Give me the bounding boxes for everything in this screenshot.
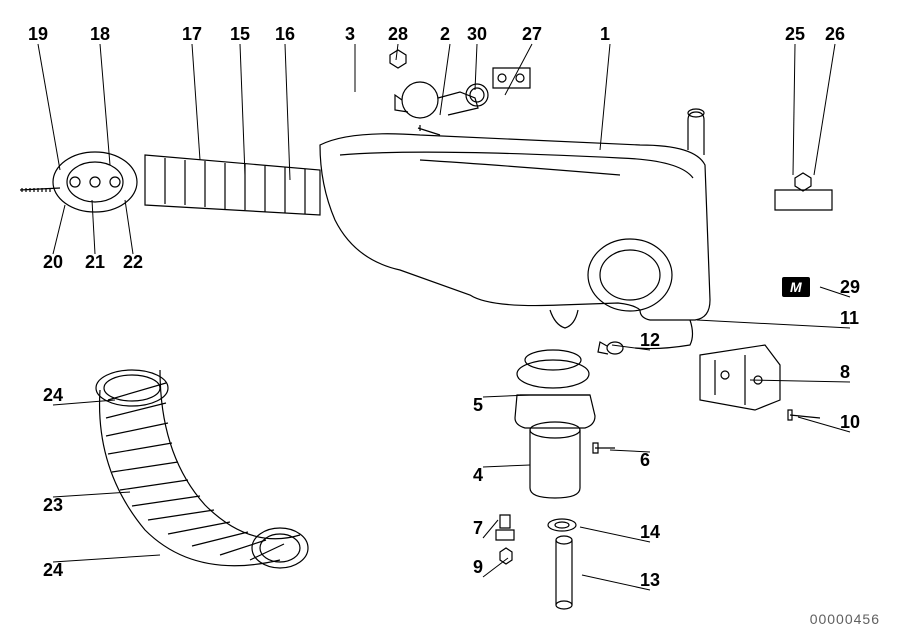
m-power-badge: M — [782, 277, 810, 297]
callout-18: 18 — [90, 24, 110, 45]
callout-14: 14 — [640, 522, 660, 543]
callout-1: 1 — [600, 24, 610, 45]
callout-30: 30 — [467, 24, 487, 45]
callout-24: 24 — [43, 560, 63, 581]
callout-28: 28 — [388, 24, 408, 45]
callout-23: 23 — [43, 495, 63, 516]
callout-26: 26 — [825, 24, 845, 45]
callout-8: 8 — [840, 362, 850, 383]
callout-15: 15 — [230, 24, 250, 45]
callout-21: 21 — [85, 252, 105, 273]
callout-10: 10 — [840, 412, 860, 433]
callout-12: 12 — [640, 330, 660, 351]
callout-7: 7 — [473, 518, 483, 539]
callout-16: 16 — [275, 24, 295, 45]
callout-19: 19 — [28, 24, 48, 45]
callout-25: 25 — [785, 24, 805, 45]
callout-22: 22 — [123, 252, 143, 273]
callout-6: 6 — [640, 450, 650, 471]
diagram-part-number: 00000456 — [810, 611, 880, 627]
callout-20: 20 — [43, 252, 63, 273]
callout-27: 27 — [522, 24, 542, 45]
callout-2: 2 — [440, 24, 450, 45]
callout-4: 4 — [473, 465, 483, 486]
callout-24: 24 — [43, 385, 63, 406]
callout-3: 3 — [345, 24, 355, 45]
callout-5: 5 — [473, 395, 483, 416]
callout-9: 9 — [473, 557, 483, 578]
callout-13: 13 — [640, 570, 660, 591]
callout-17: 17 — [182, 24, 202, 45]
leader-lines — [0, 0, 900, 635]
diagram-container: 19 18 17 15 16 3 28 2 30 27 1 25 26 20 21 22 29 11 12 8 10 5 6… — [0, 0, 900, 635]
callout-29: 29 — [840, 277, 860, 298]
callout-11: 11 — [840, 308, 859, 329]
